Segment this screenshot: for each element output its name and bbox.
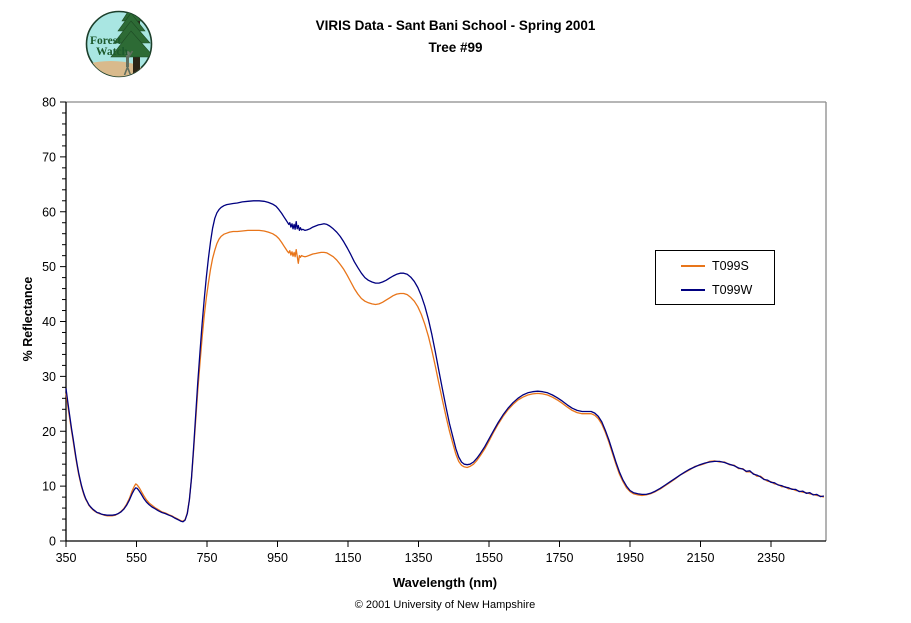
legend-line-sample-t099s [681,264,705,267]
x-axis-title: Wavelength (nm) [392,575,498,590]
legend-label-t099s: T099S [712,258,749,273]
chart-title-line2: Tree #99 [428,40,483,55]
y-tick-label: 20 [42,425,56,439]
x-tick-label: 350 [56,551,77,565]
series-line-t099w [65,200,825,523]
y-tick-label: 40 [42,315,56,329]
y-tick-label: 50 [42,260,56,274]
legend-line-sample-t099w [681,288,705,291]
y-tick-label: 0 [49,535,56,549]
x-tick-label: 750 [197,551,218,565]
x-tick-label: 1550 [475,551,503,565]
x-tick-label: 1350 [405,551,433,565]
chart-title: VIRIS Data - Sant Bani School - Spring 2… [0,15,911,59]
x-tick-label: 550 [126,551,147,565]
legend-label-t099w: T099W [712,282,753,297]
y-tick-label: 30 [42,370,56,384]
logo-person [123,50,134,76]
x-tick-label: 1150 [335,551,362,565]
copyright-text: © 2001 University of New Hampshire [354,599,536,611]
y-axis-title: % Reflectance [21,276,35,362]
x-tick-label: 2350 [757,551,785,565]
x-tick-label: 1750 [546,551,574,565]
x-tick-label: 950 [267,551,288,565]
forest-watch-logo: Forest Watch [85,10,153,78]
y-tick-label: 10 [42,480,56,494]
y-tick-label: 80 [42,96,56,110]
y-tick-label: 70 [42,150,56,164]
logo-text-forest: Forest [90,35,121,47]
logo-tree-canopy [110,11,152,58]
legend-item-t099s: T099S [681,259,774,273]
x-tick-label: 1950 [616,551,644,565]
logo-text-watch: Watch [96,46,129,58]
legend: T099S T099W [655,250,775,305]
x-tick-label: 2150 [687,551,715,565]
legend-item-t099w: T099W [681,283,774,297]
chart-title-line1: VIRIS Data - Sant Bani School - Spring 2… [315,18,596,33]
y-tick-label: 60 [42,205,56,219]
